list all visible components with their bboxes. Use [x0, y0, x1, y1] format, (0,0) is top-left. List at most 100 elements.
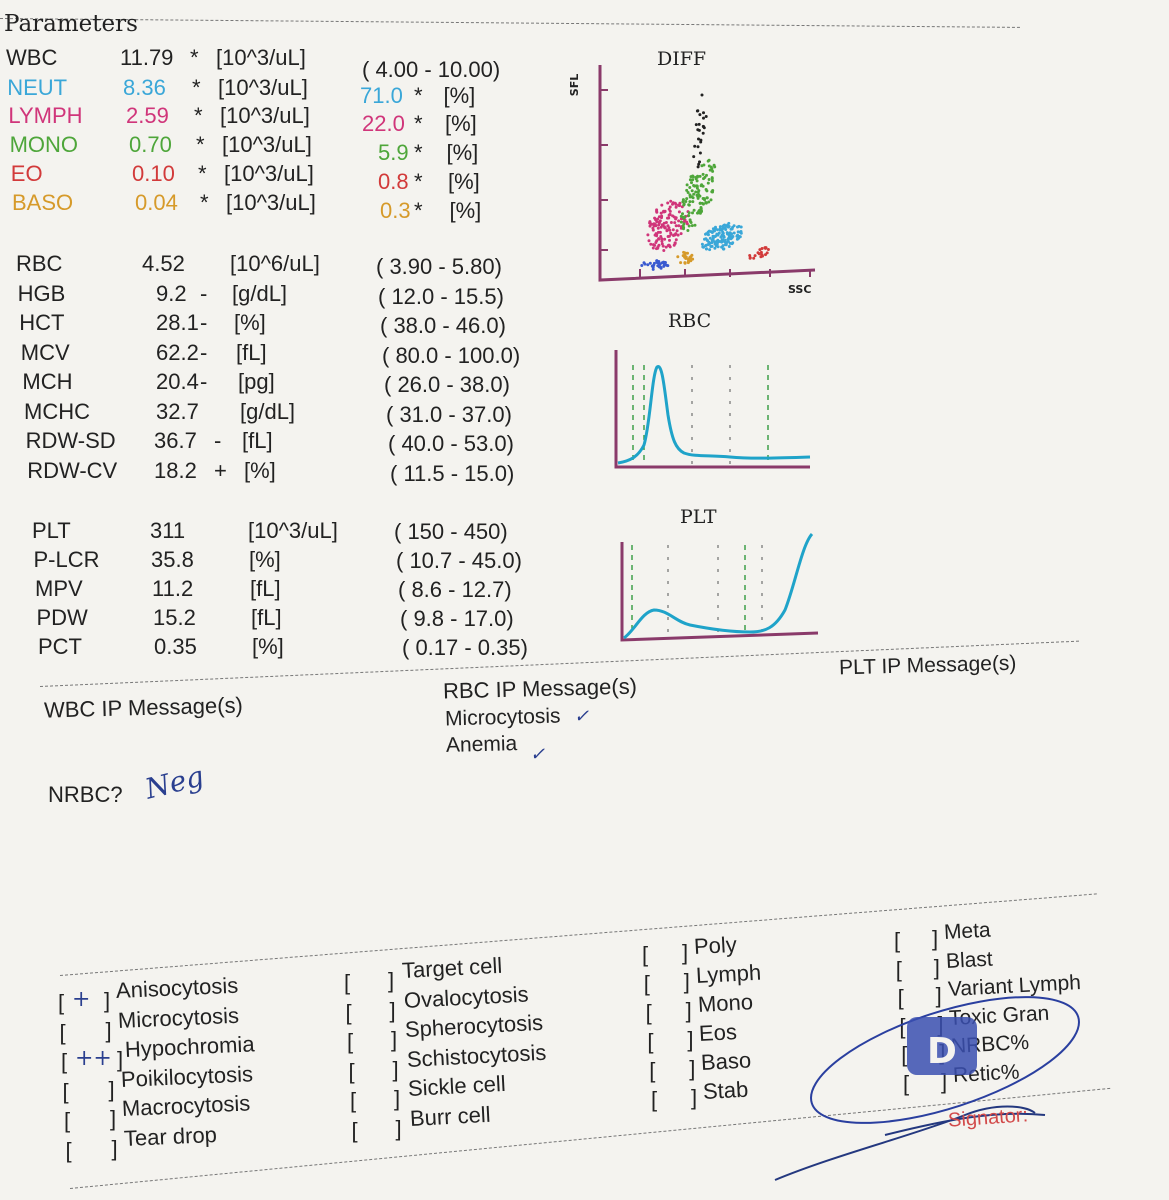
morph-label: Meta — [943, 918, 992, 944]
diff-neut-dot — [713, 235, 717, 238]
diff-neut-dot — [738, 235, 742, 239]
morph-label: Burr cell — [408, 1101, 491, 1131]
morph-bracket-close: ] — [105, 1017, 112, 1043]
rbc-param-name: RDW-CV — [27, 457, 118, 483]
diff-lymph-dot — [651, 246, 655, 250]
diff-mono-dot — [705, 189, 709, 193]
morph-bracket-close: ] — [104, 988, 111, 1013]
rbc-param-name: HGB — [17, 280, 66, 306]
diff-eo-dot — [766, 248, 770, 251]
wbc-percent-unit: [%] — [448, 169, 480, 194]
diff-eo-dot — [758, 248, 762, 252]
diff-lymph-dot — [666, 216, 669, 220]
diff-mono-dot — [685, 197, 689, 201]
rbc-ref-range: ( 3.90 - 5.80) — [376, 254, 502, 279]
diff-mono-dot — [687, 203, 691, 207]
diff-lymph-dot — [667, 243, 671, 247]
diff-mono-dot — [698, 174, 702, 178]
diff-baso-dot — [684, 257, 688, 260]
plt-param-unit: [fL] — [250, 576, 281, 601]
wbc-param-unit: [10^3/uL] — [222, 132, 312, 157]
diff-mono-dot — [698, 201, 702, 205]
rbc-ref-range: ( 26.0 - 38.0) — [384, 372, 510, 397]
diff-mono-dot — [688, 218, 692, 222]
rbc-param-name: MCHC — [24, 398, 90, 424]
diff-mono-dot — [681, 212, 684, 216]
rbc-param-unit: [%] — [244, 457, 276, 483]
morph-bracket-close: ] — [111, 1135, 118, 1161]
morph-label: Ovalocytosis — [402, 980, 529, 1013]
wbc-percent-value: 0.8 — [378, 169, 409, 194]
diff-lymph-dot — [659, 211, 663, 215]
morph-bracket-close: ] — [685, 998, 692, 1023]
diff-lymph-dot — [671, 228, 675, 232]
diff-x-label: SSC — [788, 283, 811, 296]
diff-lymph-dot — [658, 230, 662, 234]
morph-bracket-close: ] — [691, 1085, 698, 1110]
diff-mono-dot — [687, 214, 691, 218]
diff-baso-dot — [676, 255, 680, 259]
lab-stamp: D — [774, 996, 1080, 1181]
morph-bracket-close: ] — [392, 1056, 399, 1082]
diff-lymph-dot — [660, 216, 663, 220]
diff-lymph-dot — [663, 210, 667, 214]
diff-lymph-dot — [662, 249, 666, 252]
wbc-param-name: EO — [10, 161, 43, 186]
diff-chart-title: DIFF — [657, 48, 707, 70]
wbc-ip-message-title: WBC IP Message(s) — [43, 692, 244, 723]
diff-debris-dot — [666, 264, 670, 268]
wbc-percent-flag: * — [414, 198, 423, 223]
morph-label: Baso — [700, 1047, 752, 1075]
plt-param-value: 15.2 — [153, 605, 196, 630]
diff-ghost-dot — [697, 122, 701, 126]
plt-param-name: PCT — [38, 634, 82, 659]
diff-lymph-dot — [665, 228, 669, 232]
plt-param-value: 35.8 — [151, 547, 194, 572]
morph-bracket-open: [ — [645, 1000, 652, 1025]
plt-param-unit: [%] — [249, 547, 281, 572]
plt-param-value: 311 — [150, 518, 186, 543]
morph-bracket-open: [ — [58, 990, 65, 1015]
morph-bracket-open: [ — [903, 1070, 910, 1096]
morph-bracket-open: [ — [649, 1058, 656, 1083]
rbc-ref-range: ( 40.0 - 53.0) — [388, 431, 514, 456]
diff-mono-dot — [702, 177, 705, 181]
rbc-ref-range: ( 38.0 - 46.0) — [380, 313, 506, 338]
morph-bracket-open: [ — [65, 1137, 72, 1163]
diff-ghost-dot — [696, 145, 700, 149]
wbc-percent-flag: * — [414, 169, 423, 194]
diff-lymph-dot — [656, 217, 660, 221]
morph-label: Tear drop — [122, 1121, 217, 1151]
rbc-ref-range: ( 11.5 - 15.0) — [390, 460, 515, 486]
rbc-axes — [614, 350, 810, 469]
plt-param-name: PDW — [36, 605, 88, 630]
wbc-param-flag: * — [200, 190, 209, 215]
wbc-param-name: WBC — [6, 45, 58, 70]
wbc-param-value: 11.79 — [120, 45, 174, 70]
rbc-param-value: 36.7 — [154, 428, 197, 453]
wbc-param-flag: * — [196, 132, 205, 157]
morph-bracket-close: ] — [388, 968, 395, 993]
diff-debris-dot — [648, 261, 652, 265]
diff-eo-dot — [753, 254, 757, 258]
plt-axes — [620, 542, 819, 642]
diff-lymph-dot — [659, 235, 663, 238]
rbc-param-unit: [fL] — [242, 428, 273, 453]
diff-lymph-dot — [655, 220, 659, 224]
diff-mono-dot — [697, 210, 701, 214]
diff-debris-dot — [659, 265, 663, 269]
nrbc-handwritten-note: Neg — [141, 759, 208, 806]
wbc-percent-unit: [%] — [449, 198, 482, 223]
wbc-ref-range: ( 4.00 - 10.00) — [362, 57, 501, 82]
rbc-message-anemia: Anemia — [445, 732, 518, 757]
diff-mono-dot — [700, 210, 703, 213]
diff-lymph-dot — [668, 228, 672, 232]
diff-ghost-dot — [704, 115, 708, 118]
diff-mono-dot — [685, 183, 689, 187]
diff-neut-dot — [708, 248, 712, 252]
wbc-param-name: NEUT — [7, 75, 68, 100]
diff-ghost-dot — [699, 140, 703, 144]
diff-baso-dot — [687, 260, 691, 264]
morph-label: Target cell — [401, 952, 503, 983]
